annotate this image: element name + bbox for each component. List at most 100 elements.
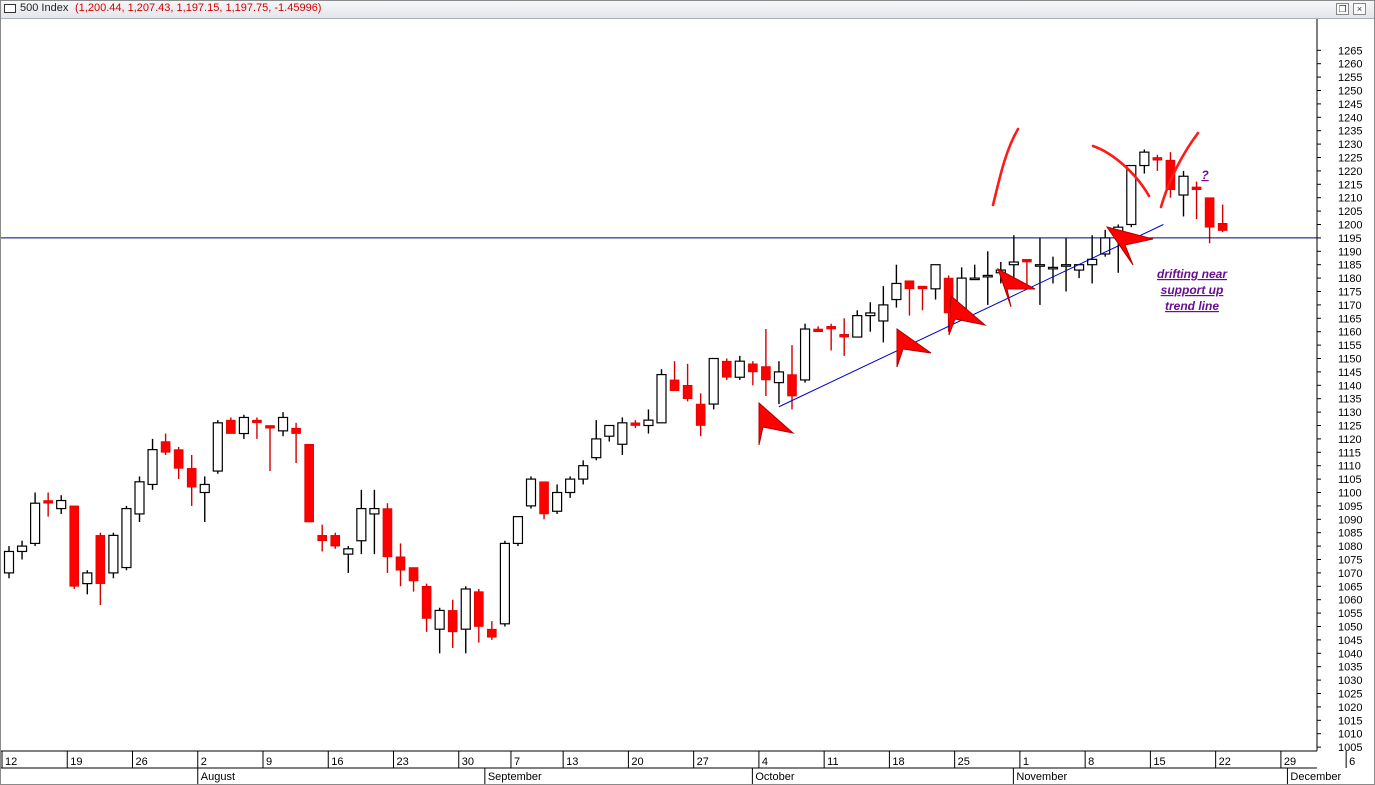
candle: [134, 476, 145, 522]
candle-body-up: [108, 534, 119, 574]
candle-body-down: [539, 481, 549, 515]
candle: [252, 417, 262, 439]
candle-body-up: [212, 422, 223, 472]
candle: [878, 286, 889, 343]
price-tick-label: 1175: [1338, 287, 1362, 299]
candle-body-up: [277, 416, 289, 432]
candle: [382, 503, 393, 573]
date-label: 30: [462, 756, 474, 768]
close-icon[interactable]: ×: [1353, 3, 1366, 15]
annotation-text: ?: [1201, 168, 1209, 182]
candle-body-down: [186, 468, 197, 488]
date-label: 23: [397, 756, 409, 768]
candle-body-up: [578, 465, 589, 480]
candle-body-down: [630, 422, 641, 426]
candle: [512, 516, 524, 547]
candle-body-up: [82, 572, 93, 585]
candle-body-down: [265, 425, 275, 429]
candle: [943, 275, 954, 332]
candle-body-up: [734, 360, 745, 378]
candle: [787, 345, 797, 410]
hand-drawn-stroke: [991, 127, 1020, 207]
price-tick-label: 1095: [1338, 501, 1362, 513]
candle-body-down: [382, 508, 393, 558]
price-tick-label: 1025: [1338, 689, 1362, 701]
price-tick-label: 1185: [1338, 260, 1362, 272]
price-tick-label: 1215: [1338, 179, 1362, 191]
price-tick-label: 1150: [1338, 354, 1362, 366]
candle-body-down: [160, 441, 171, 453]
price-tick-label: 1110: [1338, 461, 1361, 473]
candle: [473, 588, 484, 643]
candle: [487, 621, 497, 640]
candle-body-down: [330, 535, 341, 547]
title-bar[interactable]: 500 Index (1,200.44, 1,207.43, 1,197.15,…: [1, 1, 1374, 19]
candle-body-up: [1139, 151, 1150, 167]
candle-body-down: [447, 610, 458, 633]
candle: [304, 443, 314, 523]
candle-body-up: [617, 422, 628, 445]
ohlc-readout: (1,200.44, 1,207.43, 1,197.15, 1,197.75,…: [75, 2, 322, 14]
candle-body-up: [434, 609, 445, 630]
candle: [748, 361, 758, 386]
candle: [1178, 170, 1189, 217]
price-tick-label: 1005: [1338, 742, 1362, 754]
candle: [839, 318, 850, 356]
candle: [669, 361, 680, 391]
candle-body-down: [695, 403, 706, 426]
candle: [3, 546, 15, 579]
candle: [212, 420, 223, 474]
date-label: 1: [1023, 756, 1029, 768]
candle: [1073, 264, 1085, 279]
candle: [160, 433, 171, 455]
candle-body-down: [317, 535, 328, 542]
candle: [565, 476, 576, 498]
candle-body-up: [891, 282, 902, 301]
price-tick-label: 1205: [1338, 206, 1362, 218]
price-tick-label: 1070: [1338, 568, 1362, 580]
candle: [721, 358, 732, 380]
candle: [238, 414, 249, 439]
price-tick-label: 1180: [1338, 273, 1362, 285]
candle-body-up: [56, 499, 67, 510]
candle: [578, 460, 589, 485]
candle-body-up: [134, 481, 145, 515]
chart-symbol-name: 500 Index: [20, 2, 69, 14]
candle: [799, 323, 811, 383]
candle-body-up: [551, 491, 563, 512]
candle-body-down: [291, 427, 301, 434]
candle-body-down: [1204, 197, 1215, 228]
date-label: 9: [266, 756, 272, 768]
candle-body-up: [356, 507, 367, 542]
candle: [408, 567, 419, 592]
date-label: 11: [827, 756, 838, 768]
candle: [69, 505, 80, 589]
candle: [330, 532, 341, 549]
candle-body-down: [682, 384, 693, 399]
candle: [1217, 204, 1228, 233]
candle-body-down: [95, 535, 106, 584]
price-tick-label: 1075: [1338, 555, 1362, 567]
annotation-text: trend line: [1165, 299, 1219, 313]
candle: [1165, 152, 1176, 198]
candle-body-down: [904, 280, 915, 290]
red-arrow-marker: [997, 267, 1036, 308]
candle: [499, 540, 510, 627]
candle: [1087, 235, 1098, 284]
candle-body-up: [708, 357, 719, 405]
candle-body-down: [917, 285, 928, 290]
candle-body-up: [369, 507, 380, 515]
candle: [199, 476, 210, 522]
price-tick-label: 1065: [1338, 581, 1362, 593]
candle: [695, 393, 706, 437]
candle: [904, 280, 915, 316]
date-label: 4: [762, 756, 768, 768]
candle: [761, 329, 771, 397]
price-tick-label: 1055: [1338, 608, 1362, 620]
candle: [1060, 237, 1072, 292]
candle-body-down: [721, 360, 732, 378]
date-label: 2: [201, 756, 207, 768]
restore-icon[interactable]: ❐: [1336, 3, 1349, 15]
hand-drawn-stroke: [1091, 144, 1151, 198]
candle-body-up: [852, 315, 863, 338]
